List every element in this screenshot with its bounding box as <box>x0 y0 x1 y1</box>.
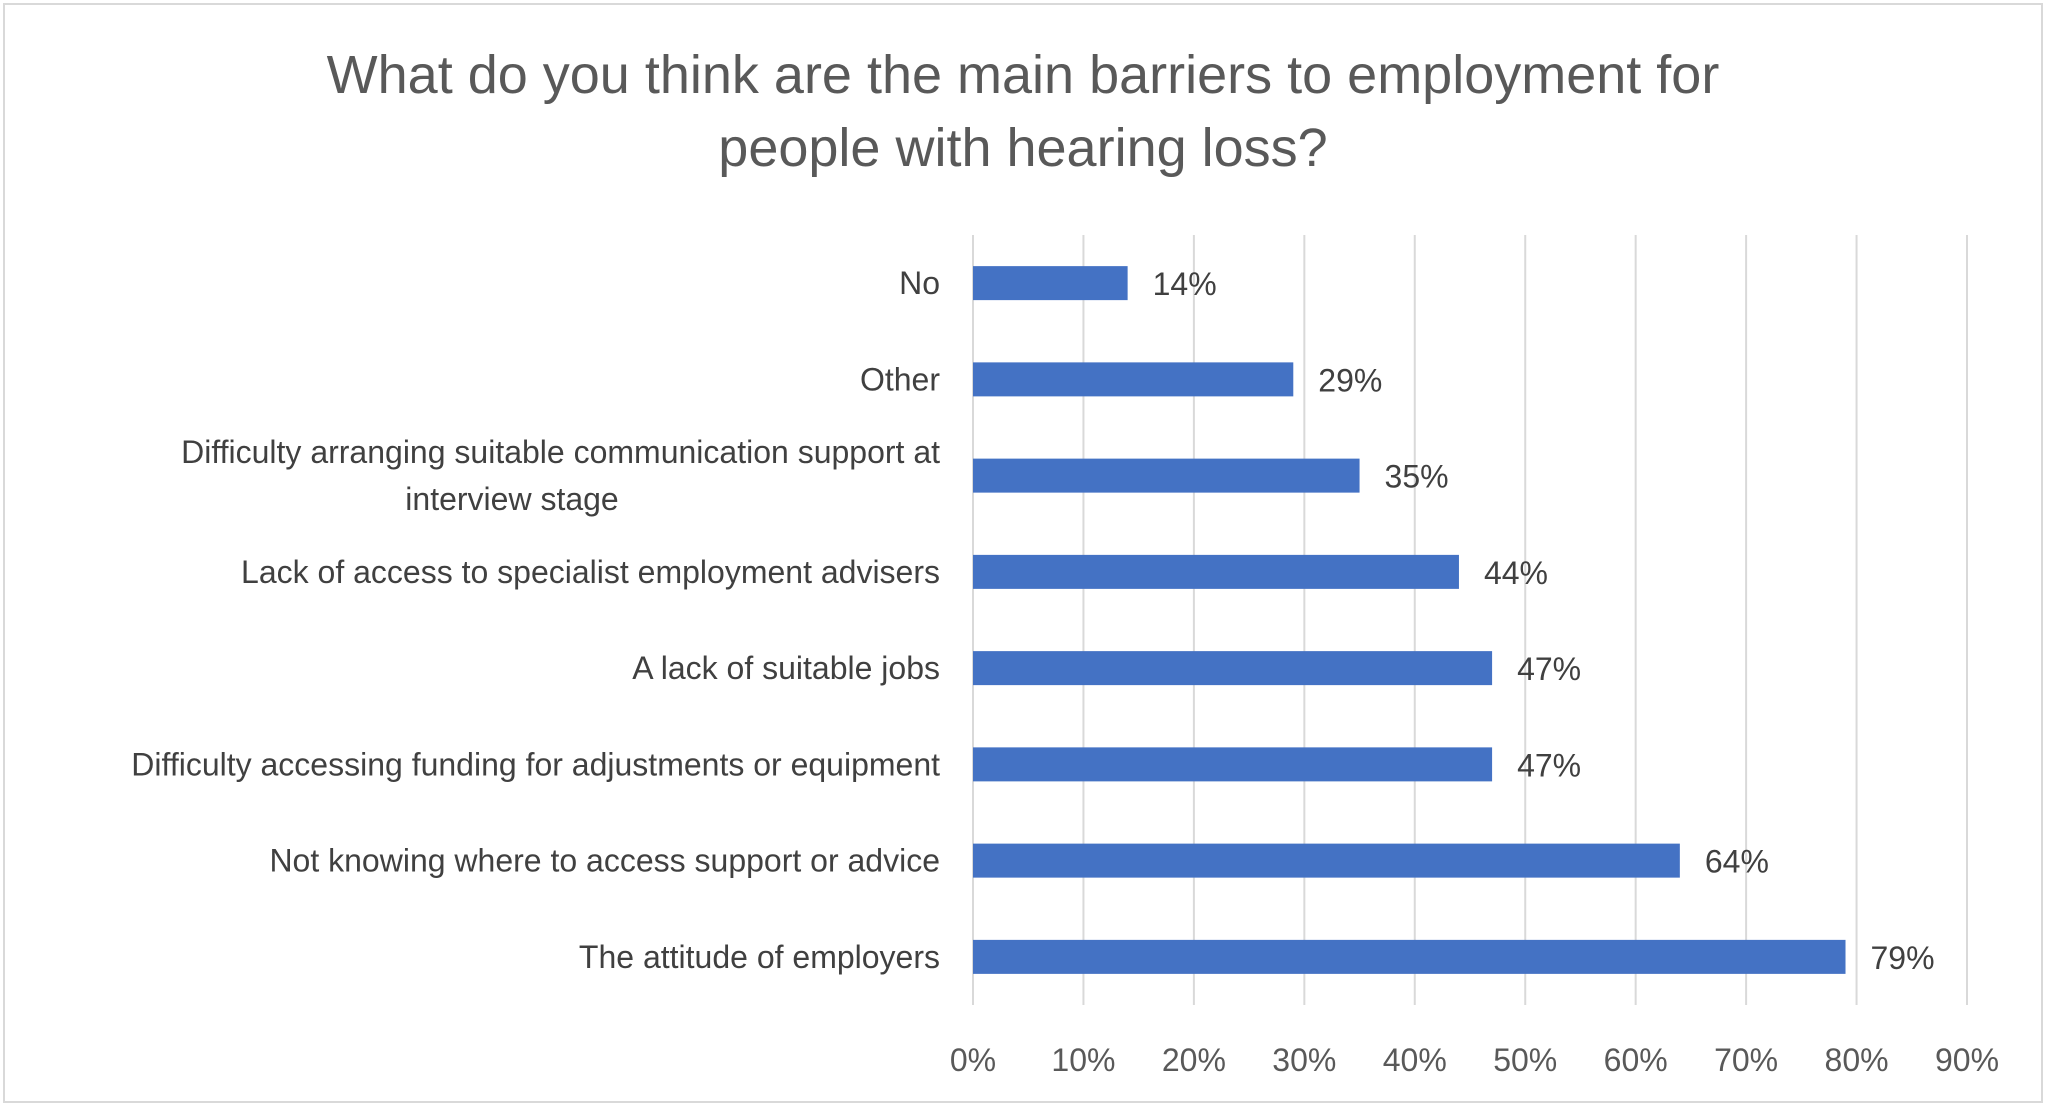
bar <box>973 458 1360 493</box>
bar <box>973 939 1846 974</box>
data-label: 14% <box>1153 266 1217 302</box>
bar <box>973 747 1493 782</box>
category-label: Not knowing where to access support or a… <box>269 843 940 879</box>
data-label: 47% <box>1517 651 1581 687</box>
category-label: Other <box>860 361 940 397</box>
category-label: Difficulty accessing funding for adjustm… <box>131 746 940 782</box>
x-tick-label: 10% <box>1051 1042 1115 1078</box>
data-label: 29% <box>1318 362 1382 398</box>
category-label: A lack of suitable jobs <box>632 650 940 686</box>
x-tick-label: 50% <box>1493 1042 1557 1078</box>
x-tick-label: 0% <box>950 1042 996 1078</box>
bar-chart: What do you think are the main barriers … <box>131 45 1999 1078</box>
x-tick-label: 80% <box>1825 1042 1889 1078</box>
category-label: Difficulty arranging suitable communicat… <box>181 434 940 470</box>
chart-frame: What do you think are the main barriers … <box>3 3 2043 1103</box>
data-label: 44% <box>1484 555 1548 591</box>
category-labels: No Other Difficulty arranging suitable com… <box>131 265 940 975</box>
chart-title: What do you think are the main barriers … <box>327 45 1720 178</box>
category-label: interview stage <box>405 481 618 517</box>
x-tick-label: 30% <box>1272 1042 1336 1078</box>
bar <box>973 554 1459 589</box>
x-tick-label: 60% <box>1604 1042 1668 1078</box>
x-tick-label: 70% <box>1714 1042 1778 1078</box>
bars <box>973 266 1846 974</box>
category-label: The attitude of employers <box>579 939 940 975</box>
x-tick-label: 90% <box>1935 1042 1999 1078</box>
x-axis-tick-labels: 0% 10% 20% 30% 40% 50% 60% 70% 80% 90% <box>950 1042 1999 1078</box>
x-tick-label: 20% <box>1162 1042 1226 1078</box>
data-labels: 14% 29% 35% 44% 47% 47% 64% 79% <box>1153 266 1935 976</box>
category-label: No <box>899 265 940 301</box>
data-label: 47% <box>1517 747 1581 783</box>
bar <box>973 266 1128 301</box>
data-label: 64% <box>1705 844 1769 880</box>
bar <box>973 362 1294 397</box>
bar <box>973 843 1680 878</box>
chart-title-line: people with hearing loss? <box>718 118 1327 178</box>
bar <box>973 651 1493 686</box>
gridlines <box>972 235 1968 1005</box>
data-label: 79% <box>1871 940 1935 976</box>
category-label: Lack of access to specialist employment … <box>241 554 940 590</box>
chart-title-line: What do you think are the main barriers … <box>327 45 1720 105</box>
x-tick-label: 40% <box>1383 1042 1447 1078</box>
data-label: 35% <box>1385 459 1449 495</box>
